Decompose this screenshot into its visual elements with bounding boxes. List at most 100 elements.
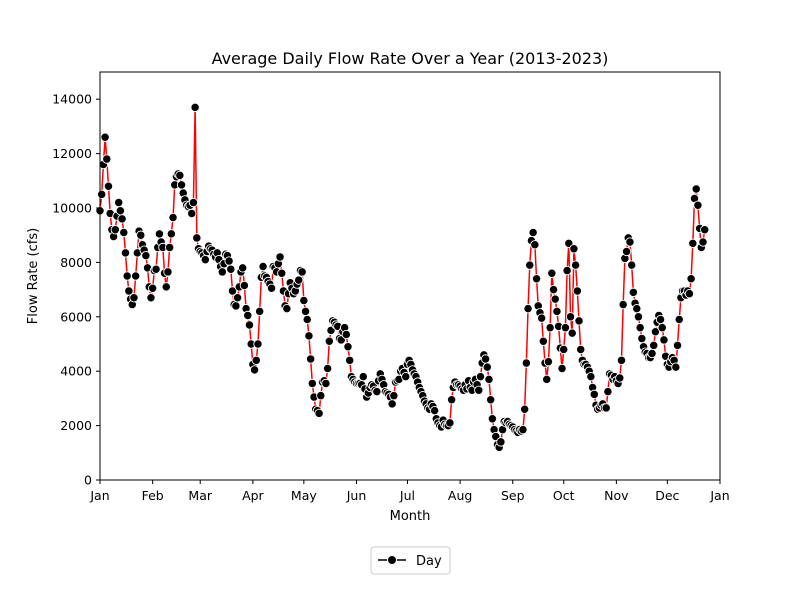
x-tick-label: Dec: [655, 488, 679, 503]
data-point: [530, 240, 540, 250]
data-point: [615, 373, 625, 383]
data-point: [226, 264, 236, 274]
data-point: [672, 340, 683, 351]
data-point: [627, 260, 637, 270]
data-point: [255, 306, 265, 317]
data-point: [232, 293, 243, 303]
data-point: [131, 271, 141, 281]
data-point: [302, 314, 312, 325]
data-point: [523, 303, 533, 314]
x-tick-label: Apr: [242, 488, 264, 503]
data-point: [647, 348, 657, 359]
data-point: [570, 260, 581, 270]
data-point: [700, 225, 710, 235]
data-point: [282, 303, 292, 314]
data-point: [698, 237, 708, 247]
data-point: [294, 275, 304, 285]
y-tick-label: 4000: [60, 364, 92, 379]
data-point: [625, 237, 635, 247]
x-axis-ticks: Jan Feb Mar Apr May Jun Jul Aug Sep Oct Nov Dec Jan: [89, 480, 730, 503]
data-point: [482, 362, 492, 372]
data-point: [496, 437, 506, 447]
data-point: [314, 408, 324, 419]
data-point: [586, 371, 596, 382]
data-point: [655, 314, 666, 325]
x-tick-label: Jun: [346, 488, 367, 503]
data-point: [387, 399, 397, 409]
data-point: [122, 271, 132, 281]
axes-frame: [99, 71, 721, 481]
data-point: [633, 312, 644, 322]
data-point: [300, 306, 311, 317]
data-point: [224, 256, 234, 266]
data-point: [528, 227, 538, 238]
chart-title: Average Daily Flow Rate Over a Year (201…: [212, 49, 609, 68]
data-point: [552, 306, 562, 317]
data-point: [148, 283, 158, 293]
data-point: [401, 371, 411, 382]
data-point: [621, 246, 632, 257]
data-point: [161, 282, 171, 292]
data-point: [275, 252, 285, 262]
legend-box: [370, 546, 451, 575]
data-point: [164, 242, 175, 253]
data-point: [343, 342, 353, 352]
data-point: [358, 371, 368, 382]
data-point: [163, 267, 173, 277]
data-point: [671, 362, 681, 372]
data-point: [151, 264, 161, 274]
y-tick-label: 8000: [60, 255, 92, 270]
data-point: [557, 363, 567, 374]
data-point: [305, 354, 316, 364]
data-point: [572, 286, 582, 296]
data-point: [187, 208, 197, 219]
data-point: [565, 312, 576, 322]
legend: Day: [370, 546, 451, 575]
data-point: [480, 354, 491, 364]
data-point: [389, 391, 399, 401]
data-point: [372, 386, 382, 397]
data-point: [166, 229, 176, 239]
data-point: [632, 303, 642, 314]
data-point: [258, 261, 268, 272]
y-tick-label: 12000: [52, 146, 92, 161]
data-point: [253, 339, 263, 349]
data-point: [691, 184, 701, 194]
x-tick-label: Oct: [553, 488, 575, 503]
data-point: [97, 189, 107, 200]
data-point: [536, 313, 547, 323]
data-point: [299, 295, 309, 306]
x-tick-label: Sep: [501, 488, 525, 503]
data-point: [559, 344, 569, 355]
legend-label-day: Day: [416, 554, 442, 569]
x-tick-label: Aug: [448, 488, 472, 503]
data-point: [307, 378, 317, 389]
y-tick-label: 10000: [52, 201, 92, 216]
data-point: [686, 274, 696, 284]
data-point: [543, 357, 554, 367]
data-point: [542, 374, 552, 385]
data-point: [324, 336, 334, 346]
data-point: [684, 289, 695, 299]
data-point: [129, 293, 139, 303]
data-point: [297, 267, 307, 277]
x-tick-label: Nov: [604, 488, 629, 503]
data-point: [146, 293, 156, 303]
data-point: [217, 267, 227, 277]
data-point: [484, 374, 494, 385]
data-point: [446, 395, 457, 405]
data-point: [190, 102, 200, 113]
data-point: [475, 371, 486, 382]
x-axis-label: Month: [390, 509, 431, 524]
data-point: [243, 310, 253, 321]
data-point: [100, 132, 110, 142]
data-point: [576, 344, 586, 355]
x-tick-label: Jan: [709, 488, 729, 503]
data-point: [531, 274, 542, 284]
data-point: [520, 404, 530, 414]
data-point: [616, 355, 627, 365]
data-point: [322, 363, 333, 374]
y-axis-label: Flow Rate (cfs): [26, 228, 41, 324]
data-point: [659, 335, 669, 345]
